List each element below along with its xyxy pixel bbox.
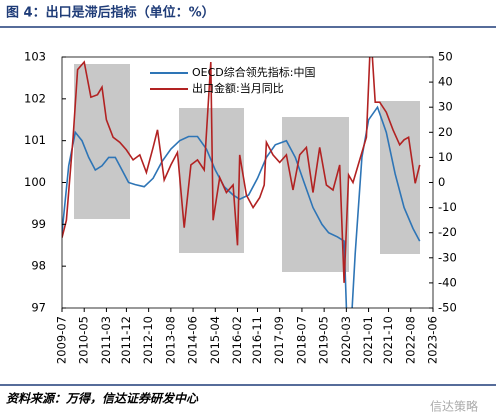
y2-tick-label: -40 xyxy=(438,275,457,289)
y2-tick-label: -50 xyxy=(438,301,457,315)
x-tick-label: 2011-12 xyxy=(119,316,133,364)
x-tick-label: 2011-03 xyxy=(99,316,113,364)
y2-tick-label: 30 xyxy=(438,100,453,114)
source: 资料来源：万得，信达证券研发中心 xyxy=(6,392,199,406)
x-tick-label: 2016-02 xyxy=(230,316,244,364)
x-tick-label: 2016-11 xyxy=(250,316,264,364)
y-tick-label: 101 xyxy=(24,133,46,147)
y2-tick-label: -10 xyxy=(438,200,457,214)
x-tick-label: 2013-08 xyxy=(163,316,177,364)
x-tick-label: 2015-04 xyxy=(208,316,222,364)
x-tick-label: 2021-01 xyxy=(361,316,375,364)
y-tick-label: 102 xyxy=(24,91,46,105)
x-tick-label: 2021-10 xyxy=(381,316,395,364)
watermark: 信达策略 xyxy=(430,399,478,414)
x-tick-label: 2014-06 xyxy=(186,316,200,364)
x-tick-label: 2020-03 xyxy=(339,316,353,364)
axes: 97 98 99 100 101 102 103 -50 -40 -30 -20 -10 0 10 20 30… xyxy=(24,50,457,365)
y-tick-label: 98 xyxy=(31,259,46,273)
series-line xyxy=(62,57,421,283)
y2-tick-label: -30 xyxy=(438,250,457,264)
plot-area xyxy=(62,57,421,308)
y2-tick-label: 40 xyxy=(438,75,453,89)
x-tick-label: 2022-08 xyxy=(403,316,417,364)
y-tick-label: 99 xyxy=(31,217,46,231)
y2-tick-label: 50 xyxy=(438,50,453,64)
y-tick-label: 97 xyxy=(31,301,46,315)
x-tick-label: 2009-07 xyxy=(55,316,69,364)
legend-label: 出口金额:当月同比 xyxy=(192,81,284,95)
x-tick-label: 2010-05 xyxy=(77,316,91,364)
x-tick-label: 2019-05 xyxy=(317,316,331,364)
x-tick-label: 2017-09 xyxy=(272,316,286,364)
legend-label: OECD综合领先指标:中国 xyxy=(192,65,315,79)
y-tick-label: 103 xyxy=(24,50,46,64)
chart-title: 图 4：出口是滞后指标（单位：%） xyxy=(6,5,215,21)
y2-tick-label: -20 xyxy=(438,225,457,239)
y-tick-label: 100 xyxy=(24,175,46,189)
y2-tick-label: 0 xyxy=(438,175,445,189)
series-line xyxy=(62,105,421,308)
x-tick-label: 2023-06 xyxy=(426,316,440,364)
x-tick-label: 2012-10 xyxy=(141,316,155,364)
y2-tick-label: 10 xyxy=(438,150,453,164)
y2-tick-label: 20 xyxy=(438,125,453,139)
shade xyxy=(282,117,349,272)
x-tick-label: 2018-07 xyxy=(294,316,308,364)
